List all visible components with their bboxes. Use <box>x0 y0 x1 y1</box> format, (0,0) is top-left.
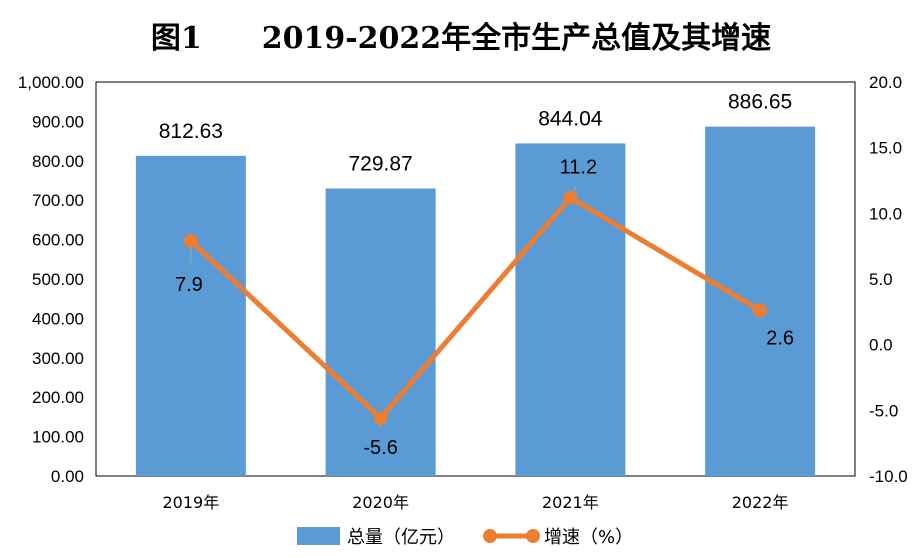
legend-label-bar: 总量（亿元） <box>347 527 455 548</box>
bar-value-label: 844.04 <box>538 107 603 130</box>
x-tick-label: 2021年 <box>542 493 599 512</box>
line-value-label: -5.6 <box>363 437 397 459</box>
x-tick-label: 2019年 <box>163 493 220 512</box>
y-right-tick-label: 10.0 <box>869 204 902 223</box>
line-point <box>373 411 388 426</box>
y-right-tick-label: 0.0 <box>869 336 893 355</box>
bar-value-label: 886.65 <box>728 91 792 114</box>
bar-value-label: 812.63 <box>159 120 223 143</box>
bar <box>325 188 436 476</box>
growth-line <box>189 195 762 421</box>
legend-label-line: 增速（%） <box>544 527 633 548</box>
y-left-tick-label: 1,000.00 <box>18 73 84 92</box>
line-value-label: 7.9 <box>175 274 203 296</box>
y-right-tick-label: 5.0 <box>869 270 893 289</box>
y-left-tick-label: 800.00 <box>32 152 84 171</box>
y-left-tick-label: 200.00 <box>32 388 84 407</box>
line-point <box>183 233 198 248</box>
line-value-label: 11.2 <box>560 157 597 179</box>
bar <box>135 155 246 476</box>
x-tick-label: 2020年 <box>352 493 409 512</box>
y-left-tick-label: 0.00 <box>51 467 84 486</box>
y-left-tick-label: 100.00 <box>32 428 84 447</box>
y-left-tick-label: 300.00 <box>32 349 84 368</box>
x-tick-label: 2022年 <box>732 493 789 512</box>
legend-marker <box>526 529 540 543</box>
y-left-tick-label: 400.00 <box>32 309 84 328</box>
line-value-label: 2.6 <box>766 328 794 350</box>
legend: 总量（亿元） 增速（%） <box>297 527 633 548</box>
plot-area: 0.00 100.00 200.00 300.00 400.00 500.00 600.00… <box>18 73 908 512</box>
chart-title: 图1 2019-2022年全市生产总值及其增速 <box>151 21 771 56</box>
legend-swatch-bar <box>297 527 340 545</box>
legend-marker <box>483 529 497 543</box>
y-left-tick-label: 700.00 <box>32 191 84 210</box>
line-point <box>563 190 578 205</box>
y-right-tick-label: -5.0 <box>869 401 898 420</box>
y-left-tick-label: 500.00 <box>32 270 84 289</box>
bar-value-label: 729.87 <box>349 152 413 175</box>
y-left-tick-label: 900.00 <box>32 112 84 131</box>
plot-frame <box>95 81 856 477</box>
line-point <box>753 303 768 318</box>
bar <box>705 126 816 476</box>
y-right-tick-label: 20.0 <box>869 73 902 92</box>
y-right-tick-label: -10.0 <box>869 467 908 486</box>
y-left-tick-label: 600.00 <box>32 231 84 250</box>
y-right-tick-label: 15.0 <box>869 139 902 158</box>
